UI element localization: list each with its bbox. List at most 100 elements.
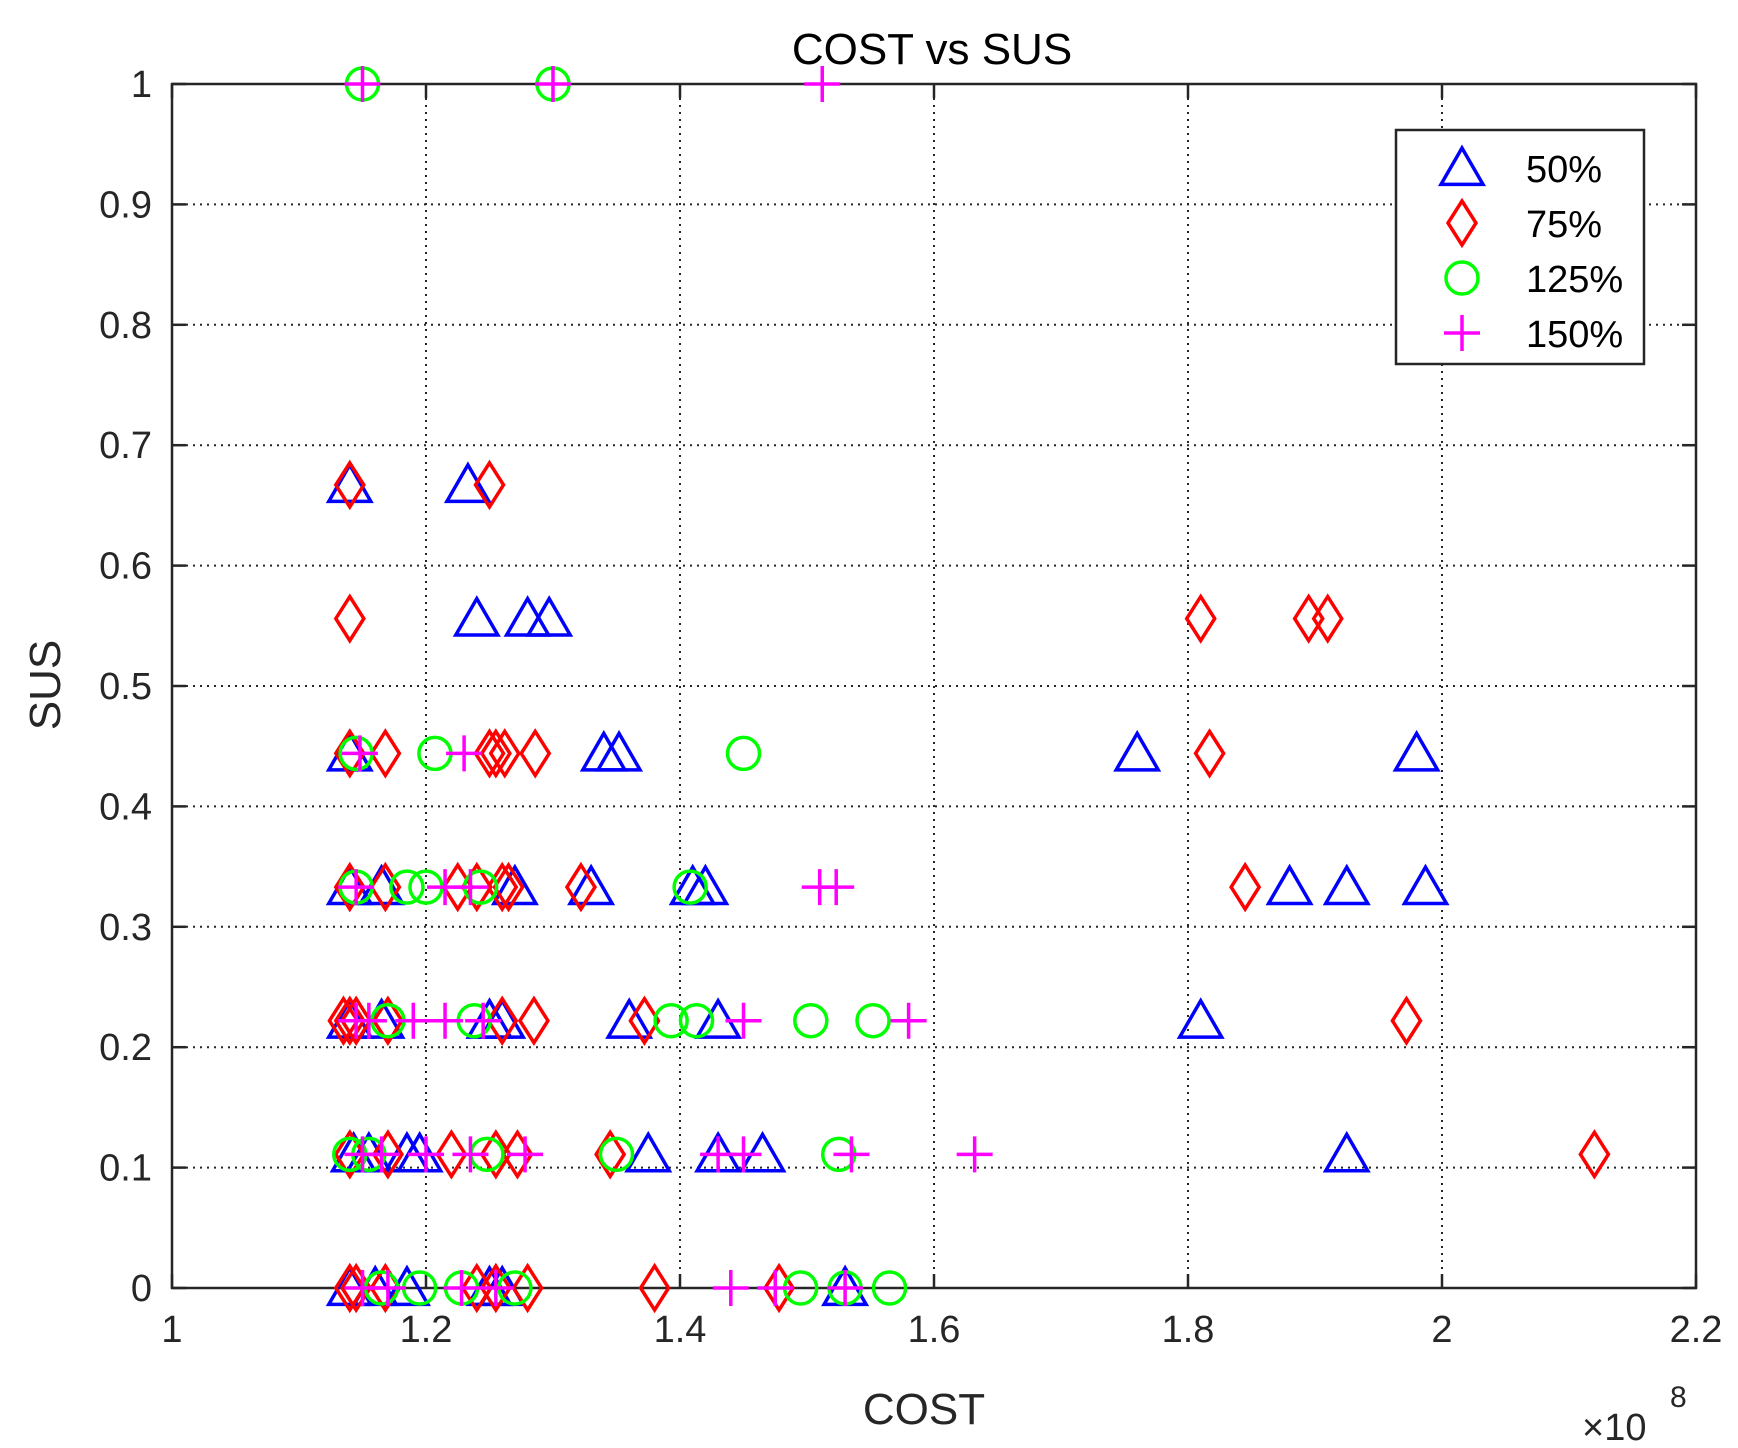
legend-entry: 150% <box>1444 314 1623 356</box>
data-point-plus <box>712 1270 749 1306</box>
data-point-plus <box>443 1270 480 1306</box>
legend-marker-diamond <box>1445 197 1479 249</box>
data-point-plus <box>369 1270 406 1306</box>
y-tick-label: 0.6 <box>99 546 152 588</box>
data-point-diamond <box>371 1129 404 1180</box>
legend-entry: 125% <box>1444 259 1623 301</box>
data-point-diamond <box>371 995 404 1046</box>
data-point-triangle <box>325 1264 374 1307</box>
data-point-diamond <box>638 1262 671 1314</box>
legend-label: 75% <box>1526 204 1602 246</box>
x-tick-label: 1.8 <box>1162 1309 1215 1351</box>
data-point-triangle <box>1322 1130 1371 1173</box>
data-point-triangle <box>694 997 743 1039</box>
data-point-triangle <box>595 729 644 772</box>
data-point-triangle <box>325 461 374 504</box>
data-point-diamond <box>333 1129 366 1180</box>
data-point-circle <box>871 1270 908 1306</box>
data-point-plus <box>507 1136 544 1173</box>
data-point-plus <box>535 66 571 102</box>
x-tick-label: 2.2 <box>1670 1309 1723 1351</box>
data-point-plus <box>452 1136 489 1173</box>
legend-label: 125% <box>1526 259 1623 301</box>
data-point-diamond <box>473 728 506 779</box>
x-tick-label: 1.6 <box>908 1309 961 1351</box>
legend-entry: 50% <box>1437 144 1602 191</box>
legend-label: 50% <box>1526 149 1602 191</box>
legend-marker-triangle <box>1437 144 1487 187</box>
series-150pct <box>338 66 993 1306</box>
data-point-circle <box>598 1136 635 1173</box>
data-point-circle <box>793 1002 829 1039</box>
data-point-diamond <box>492 861 525 913</box>
data-point-diamond <box>1390 995 1423 1046</box>
chart-title: COST vs SUS <box>792 25 1072 74</box>
data-point-diamond <box>519 728 552 779</box>
data-point-plus <box>725 1136 762 1173</box>
data-point-plus <box>804 66 841 102</box>
data-point-plus <box>338 869 375 906</box>
x-multiplier-exponent: 8 <box>1670 1381 1687 1414</box>
tick-labels: 1 1.2 1.4 1.6 1.8 2 2.2 0 0.1 0.2 0.3 0.4 0.5 0.6 0.7 0… <box>99 64 1722 1351</box>
data-point-plus <box>725 1002 762 1039</box>
y-tick-label: 0.1 <box>99 1148 152 1190</box>
data-point-diamond <box>473 459 506 511</box>
x-axis-multiplier: ×10 8 <box>1582 1381 1687 1448</box>
data-point-diamond <box>369 728 402 779</box>
data-point-diamond <box>479 1129 512 1180</box>
y-tick-label: 0.5 <box>99 666 152 708</box>
data-point-plus <box>395 1002 432 1039</box>
y-tick-label: 0.4 <box>99 786 152 828</box>
data-point-diamond <box>517 995 551 1046</box>
data-point-plus <box>452 869 489 906</box>
data-point-triangle <box>738 1130 787 1173</box>
y-tick-label: 0.9 <box>99 184 152 226</box>
data-point-diamond <box>486 995 519 1046</box>
data-point-circle <box>653 1002 689 1039</box>
x-multiplier-base: ×10 <box>1582 1407 1646 1448</box>
data-point-triangle <box>1401 863 1450 906</box>
y-axis-label: SUS <box>21 640 70 730</box>
legend-marker-plus <box>1444 315 1480 351</box>
data-point-triangle <box>452 595 501 637</box>
data-point-diamond <box>564 861 598 913</box>
x-axis-label: COST <box>863 1385 985 1434</box>
data-point-circle <box>678 1002 715 1039</box>
data-point-triangle <box>605 997 654 1039</box>
x-tick-label: 1.2 <box>400 1309 453 1351</box>
data-point-circle <box>389 869 425 905</box>
data-point-triangle <box>490 863 539 906</box>
data-point-plus <box>446 735 483 772</box>
data-point-diamond <box>479 728 512 779</box>
y-tick-label: 0.3 <box>99 907 152 949</box>
data-point-diamond <box>333 459 366 511</box>
data-point-triangle <box>624 1130 673 1173</box>
data-point-triangle <box>1113 729 1162 772</box>
data-point-circle <box>725 735 762 772</box>
data-point-diamond <box>479 1262 512 1314</box>
y-tick-label: 0.2 <box>99 1027 152 1069</box>
data-point-diamond <box>333 995 366 1046</box>
data-point-plus <box>833 1136 870 1173</box>
data-point-diamond <box>1184 593 1217 644</box>
data-point-plus <box>827 1270 864 1306</box>
data-point-triangle <box>1176 997 1225 1039</box>
data-point-plus <box>344 66 381 102</box>
data-point-diamond <box>340 995 373 1046</box>
y-tick-label: 1 <box>131 64 152 106</box>
x-tick-label: 1 <box>161 1309 182 1351</box>
axes <box>170 82 1698 1290</box>
y-tick-label: 0 <box>131 1268 152 1310</box>
data-point-plus <box>956 1136 993 1173</box>
x-tick-label: 1.4 <box>654 1309 707 1351</box>
legend-box <box>1394 128 1646 366</box>
data-point-diamond <box>1229 861 1262 913</box>
grid-lines <box>172 84 1696 1288</box>
legend-marker-circle <box>1444 260 1480 296</box>
data-point-circle <box>855 1002 891 1039</box>
data-point-plus <box>427 1002 464 1039</box>
legend-entries: 50% 75% 125% 150% <box>1437 144 1623 356</box>
legend: 50% 75% 125% 150% <box>1394 128 1646 366</box>
data-point-triangle <box>325 997 374 1039</box>
